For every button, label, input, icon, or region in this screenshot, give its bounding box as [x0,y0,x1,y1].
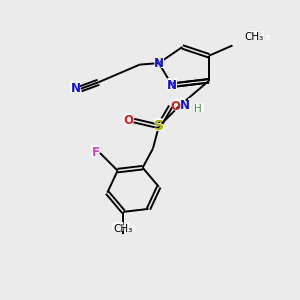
Text: N: N [179,98,192,113]
Text: N: N [166,78,178,93]
Text: N: N [154,57,164,70]
Text: N: N [167,79,177,92]
Text: N: N [68,81,81,96]
Text: N: N [153,56,165,70]
Text: F: F [92,146,100,159]
Text: CH₃: CH₃ [244,30,271,43]
Text: O: O [171,99,183,114]
Text: N: N [179,99,189,112]
Text: O: O [171,100,181,113]
Text: N: N [71,82,81,95]
Text: H: H [194,104,202,114]
Text: S: S [154,119,164,134]
Text: H: H [194,102,205,115]
Text: CH₃: CH₃ [110,221,137,234]
Text: S: S [153,117,165,135]
Text: CH₃: CH₃ [114,224,133,234]
Text: O: O [121,113,134,128]
Text: O: O [124,114,134,127]
Text: CH₃: CH₃ [244,32,263,42]
Text: F: F [90,146,100,160]
